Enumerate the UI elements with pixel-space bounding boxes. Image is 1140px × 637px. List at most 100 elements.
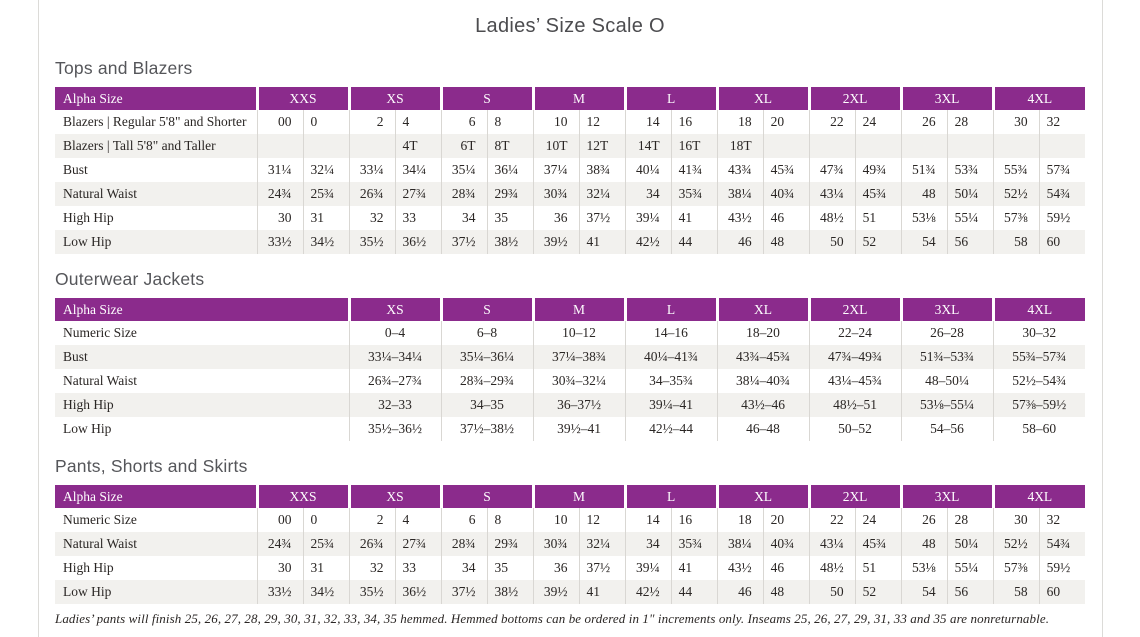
size-value-cell: 35	[486, 206, 534, 230]
size-value-cell: 31	[302, 206, 350, 230]
size-value-cell: 48	[762, 580, 810, 604]
size-value-cell: 31	[302, 556, 350, 580]
size-value-cell: 38½	[486, 230, 534, 254]
size-value-cell: 57¾	[1038, 158, 1086, 182]
size-value-cell: 8	[486, 508, 534, 532]
size-value-cell: 4	[394, 110, 442, 134]
size-value-cell: 28¾	[440, 182, 488, 206]
size-value-cell: 58–60	[992, 417, 1085, 441]
size-value-cell: 53⅛	[900, 206, 948, 230]
size-value-cell: 55¼	[946, 206, 994, 230]
size-value-cell: 31¼	[256, 158, 303, 182]
size-value-cell: 54–56	[900, 417, 993, 441]
size-value-cell: 12	[578, 110, 626, 134]
size-value-cell: 47¾	[808, 158, 856, 182]
size-value-cell: 33¼	[348, 158, 396, 182]
size-value-cell: 48½	[808, 206, 856, 230]
size-table-tops-and-blazers: Alpha Size XXS XS S M L XL 2XL 3XL 4XL Blazers | R…	[55, 87, 1086, 254]
size-value-cell: 48	[762, 230, 810, 254]
size-value-cell: 25¾	[302, 532, 350, 556]
size-value-cell: 27¾	[394, 182, 442, 206]
size-value-cell: 30¾	[532, 532, 580, 556]
size-value-cell: 52	[854, 580, 902, 604]
size-value-cell: 55¾–57¾	[992, 345, 1085, 369]
size-value-cell: 39¼–41	[624, 393, 717, 417]
size-value-cell: 18	[716, 110, 764, 134]
size-value-cell: 24¾	[256, 532, 303, 556]
size-value-cell: 30	[256, 556, 303, 580]
size-value-cell: 24¾	[256, 182, 303, 206]
table-row: Blazers | Regular 5'8" and Shorter 00 0 2 4 6…	[55, 110, 1086, 134]
size-column-header: 2XL	[807, 298, 901, 321]
size-column-header: M	[531, 298, 625, 321]
size-value-cell: 45¾	[854, 532, 902, 556]
size-value-cell: 37½–38½	[440, 417, 533, 441]
size-table-pants-shorts-skirts: Alpha Size XXS XS S M L XL 2XL 3XL 4XL Numeric Siz…	[55, 485, 1086, 604]
size-value-cell: 32¼	[302, 158, 350, 182]
size-value-cell: 48	[900, 532, 948, 556]
size-column-header: L	[623, 485, 718, 508]
size-value-cell: 43¼–45¾	[808, 369, 901, 393]
row-label: Numeric Size	[55, 321, 349, 345]
size-value-cell: 39½	[532, 580, 580, 604]
size-value-cell: 22	[808, 508, 856, 532]
size-value-cell: 26¾	[348, 532, 396, 556]
size-value-cell: 00	[256, 508, 303, 532]
size-value-cell: 35½	[348, 580, 396, 604]
size-value-cell: 48–50¼	[900, 369, 993, 393]
row-label: Bust	[55, 158, 257, 182]
size-value-cell: 30¾	[532, 182, 580, 206]
size-value-cell: 36½	[394, 580, 442, 604]
size-value-cell: 51	[854, 206, 902, 230]
table-row: Natural Waist 24¾ 25¾ 26¾ 27¾ 28¾ 29¾ 30¾ 32¼ 34 3…	[55, 532, 1086, 556]
size-value-cell: 37½	[440, 230, 488, 254]
size-value-cell: 46	[762, 206, 810, 230]
size-value-cell: 18T	[716, 134, 764, 158]
size-value-cell: 43¼	[808, 532, 856, 556]
size-value-cell	[348, 134, 396, 158]
size-value-cell: 52½–54¾	[992, 369, 1085, 393]
size-value-cell: 57⅜	[992, 206, 1040, 230]
size-value-cell: 6T	[440, 134, 488, 158]
size-value-cell: 60	[1038, 580, 1086, 604]
size-value-cell	[1038, 134, 1086, 158]
size-column-header: XL	[715, 298, 809, 321]
size-value-cell: 43½	[716, 206, 764, 230]
size-value-cell: 42½	[624, 580, 672, 604]
size-value-cell: 0	[302, 508, 350, 532]
size-value-cell: 35½	[348, 230, 396, 254]
size-column-header: S	[439, 485, 534, 508]
size-value-cell: 27¾	[394, 532, 442, 556]
size-value-cell: 8T	[486, 134, 534, 158]
size-value-cell: 46	[716, 580, 764, 604]
size-value-cell: 36	[532, 206, 580, 230]
size-value-cell: 29¾	[486, 182, 534, 206]
size-value-cell: 51¾–53¾	[900, 345, 993, 369]
size-value-cell: 43¾–45¾	[716, 345, 809, 369]
size-value-cell: 8	[486, 110, 534, 134]
size-column-header: L	[623, 298, 717, 321]
size-value-cell: 16T	[670, 134, 718, 158]
size-value-cell: 33½	[256, 580, 303, 604]
size-value-cell: 42½	[624, 230, 672, 254]
size-column-header: XL	[715, 485, 810, 508]
size-value-cell: 14	[624, 110, 672, 134]
size-value-cell: 50¼	[946, 182, 994, 206]
size-value-cell: 54¾	[1038, 182, 1086, 206]
size-value-cell: 39¼	[624, 206, 672, 230]
size-value-cell: 36¼	[486, 158, 534, 182]
size-value-cell: 43¼	[808, 182, 856, 206]
size-value-cell	[808, 134, 856, 158]
size-column-header: L	[623, 87, 718, 110]
alpha-size-header: Alpha Size	[55, 485, 257, 508]
page-title: Ladies’ Size Scale O	[475, 15, 665, 37]
table-row: Bust 33¼–34¼ 35¼–36¼ 37¼–38¾ 40¼–41¾ 43¾–45¾ 4…	[55, 345, 1085, 369]
size-value-cell: 10	[532, 508, 580, 532]
size-value-cell: 50¼	[946, 532, 994, 556]
size-value-cell: 26¾	[348, 182, 396, 206]
header-row: Alpha Size XXS XS S M L XL 2XL 3XL 4XL	[55, 87, 1086, 110]
size-value-cell: 48½	[808, 556, 856, 580]
size-value-cell: 37¼–38¾	[532, 345, 625, 369]
table-row: Natural Waist 26¾–27¾ 28¾–29¾ 30¾–32¼ 34–35¾…	[55, 369, 1085, 393]
size-value-cell: 6–8	[440, 321, 533, 345]
